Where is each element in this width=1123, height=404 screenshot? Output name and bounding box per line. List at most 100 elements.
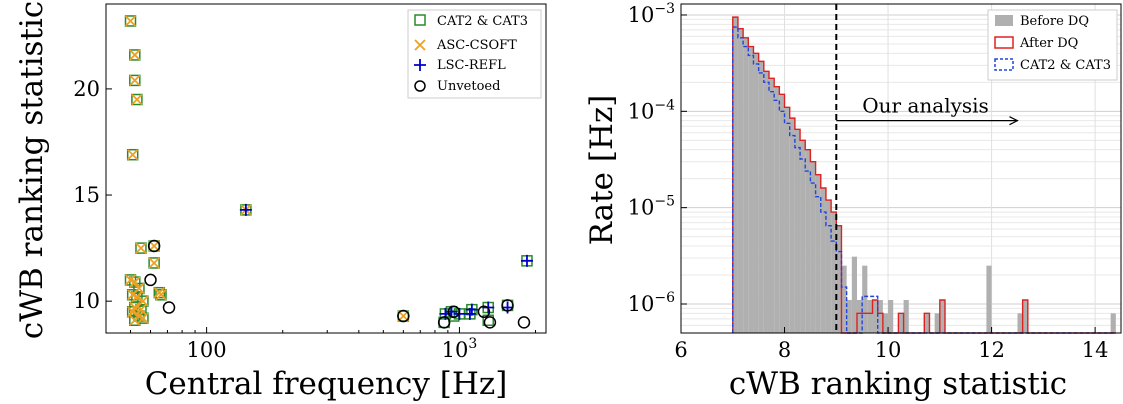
marker-x-point — [129, 74, 141, 87]
right-legend: Before DQ After DQ CAT2 & CAT3 — [987, 9, 1118, 81]
before-dq-bar — [934, 313, 940, 333]
x-tick-label: 14 — [1082, 338, 1109, 362]
legend-x-marker-icon — [414, 39, 426, 51]
marker-square-point — [126, 148, 139, 161]
marker-circle-point — [437, 316, 451, 329]
marker-x-point — [131, 93, 143, 106]
before-dq-bar — [805, 149, 811, 333]
before-dq-bar — [1017, 313, 1023, 333]
before-dq-bar — [769, 78, 775, 333]
y-tick-label: 10 — [73, 289, 100, 313]
right-histogram-plot: Our analysis 6 8 10 12 14 10−6 10−5 10−4 10−3 cW… — [584, 1, 1122, 402]
legend-label-cat2-cat3-hist: CAT2 & CAT3 — [1020, 58, 1111, 73]
before-dq-bar — [810, 161, 816, 333]
x-tick-label: 103 — [442, 336, 478, 362]
before-dq-bar — [748, 46, 754, 333]
before-dq-bar — [825, 200, 832, 333]
before-dq-bar — [872, 300, 878, 333]
left-legend: CAT2 & CAT3 ASC-CSOFT LSC-REFL Unvetoed — [407, 9, 542, 99]
right-y-axis-title: Rate [Hz] — [584, 95, 620, 246]
marker-x-point — [155, 289, 167, 301]
before-dq-bar — [800, 140, 806, 333]
y-tick-label: 20 — [73, 77, 100, 101]
before-dq-bar — [774, 86, 780, 333]
marker-x-point — [148, 257, 160, 269]
marker-x-point — [129, 276, 141, 288]
marker-x-point — [397, 310, 409, 322]
marker-square-point — [126, 289, 139, 301]
marker-plus-point — [465, 303, 478, 316]
before-dq-bar — [732, 17, 738, 333]
analysis-arrowhead-icon — [1009, 116, 1019, 126]
legend-label-before-dq: Before DQ — [1020, 14, 1089, 29]
marker-circle-point — [501, 299, 514, 312]
before-dq-bar — [836, 225, 842, 333]
marker-square-point — [129, 74, 141, 87]
before-dq-bar — [794, 129, 801, 333]
before-dq-bar — [779, 94, 785, 333]
legend-cat2-cat3-swatch — [994, 58, 1014, 71]
right-x-axis-title: cWB ranking statistic — [729, 366, 1067, 402]
right-plot-marks — [732, 16, 1116, 334]
marker-square-point — [131, 93, 143, 106]
x-tick-label: 8 — [778, 338, 791, 362]
marker-circle-point — [483, 316, 497, 329]
x-tick-label: 12 — [978, 338, 1005, 362]
legend-label-lsc-refl: LSC-REFL — [437, 58, 506, 73]
left-axes-frame — [105, 3, 547, 334]
marker-square-point — [129, 49, 141, 61]
after-dq-step-line — [732, 16, 1116, 334]
legend-label-unvetoed: Unvetoed — [437, 79, 500, 94]
marker-x-point — [127, 306, 139, 318]
marker-plus-point — [239, 203, 252, 216]
before-dq-bar — [857, 300, 863, 333]
before-dq-bar — [888, 300, 894, 333]
before-dq-bar — [898, 313, 904, 333]
before-dq-bar — [737, 28, 744, 334]
before-dq-bar — [743, 37, 749, 333]
before-dq-bar — [867, 300, 873, 333]
marker-x-point — [148, 240, 160, 252]
before-dq-bar — [789, 118, 795, 334]
marker-square-point — [148, 257, 160, 269]
before-dq-bar — [924, 313, 930, 333]
marker-x-point — [135, 304, 147, 316]
marker-x-point — [129, 49, 141, 61]
legend-label-after-dq: After DQ — [1019, 36, 1078, 51]
marker-circle-point — [477, 305, 491, 319]
y-tick-label: 10−6 — [628, 290, 675, 316]
x-tick-label: 6 — [674, 338, 687, 362]
marker-circle-point — [147, 239, 161, 253]
before-dq-bar — [882, 313, 889, 333]
before-dq-bar — [1110, 313, 1116, 333]
marker-plus-point — [445, 305, 458, 318]
left-scatter-plot: 10 15 20 100 103 Central frequency [Hz] cWB … — [14, 1, 547, 402]
right-ticks: 6 8 10 12 14 10−6 10−5 10−4 10−3 — [628, 1, 1109, 362]
before-dq-bar — [758, 61, 764, 334]
marker-square-point — [137, 295, 149, 307]
y-tick-label: 10−4 — [628, 97, 675, 123]
marker-x-point — [124, 15, 137, 27]
legend-before-dq-swatch — [995, 15, 1013, 26]
before-dq-bar — [841, 265, 847, 333]
before-dq-bar — [939, 300, 945, 333]
x-tick-label: 100 — [187, 338, 227, 362]
legend-label-asc-csoft: ASC-CSOFT — [436, 38, 517, 53]
marker-x-point — [137, 295, 149, 307]
marker-x-point — [137, 312, 149, 324]
marker-circle-point — [397, 309, 410, 323]
marker-plus-point — [501, 301, 514, 314]
before-dq-bar — [763, 71, 769, 333]
before-dq-bar — [831, 212, 837, 333]
left-ticks: 10 15 20 100 103 — [73, 77, 537, 362]
before-dq-bar — [815, 174, 821, 333]
x-tick-label: 10 — [875, 338, 902, 362]
marker-x-point — [135, 242, 147, 254]
marker-circle-point — [447, 305, 461, 319]
y-tick-label: 10−5 — [628, 194, 675, 220]
marker-circle-point — [162, 301, 176, 314]
cat2-cat3-step-line — [732, 26, 1116, 334]
before-dq-bar — [986, 265, 992, 333]
y-tick-label: 10−3 — [628, 1, 675, 27]
